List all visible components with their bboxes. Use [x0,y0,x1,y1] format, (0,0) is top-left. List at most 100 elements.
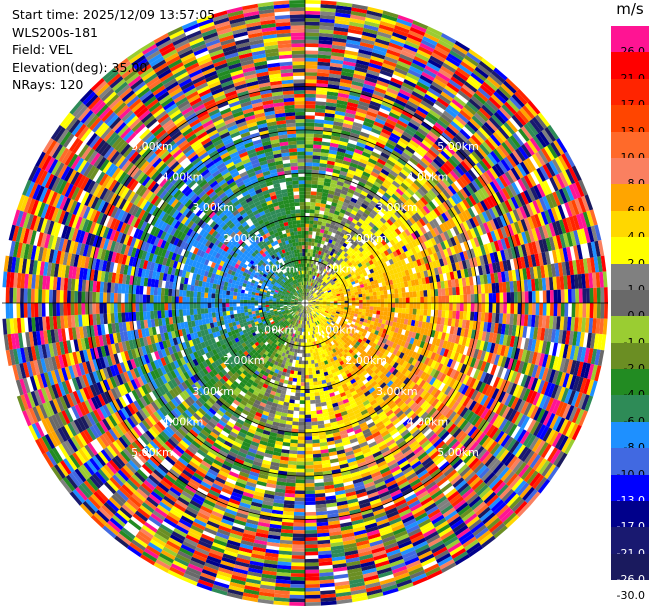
gate [305,591,321,596]
gate [319,18,335,24]
gate [311,169,319,174]
gate [402,303,406,309]
gate [378,134,389,143]
gate [496,366,504,378]
gate [431,52,446,63]
gate [463,303,468,312]
gate [308,374,313,379]
gate [416,49,432,59]
gate [370,171,379,179]
gate [344,50,359,57]
gate [470,285,475,295]
gate [305,191,311,195]
gate [321,192,329,198]
gate [314,284,317,288]
gate [341,217,348,223]
gate [305,43,319,48]
gate [334,16,351,22]
gate [320,251,325,256]
gate [454,70,469,82]
gate [305,82,317,87]
gate [328,76,341,83]
gate [458,64,473,76]
gate [341,229,347,235]
gate [325,253,330,259]
gate [318,270,322,275]
gate [408,313,413,320]
gate [301,364,305,368]
gate [377,303,381,307]
gate [373,303,378,307]
gate [398,57,413,66]
gate [328,186,336,192]
gate [300,389,305,394]
gate [428,109,441,120]
gate [391,193,400,202]
gate [311,286,315,291]
gate [334,161,343,168]
gate [452,295,457,303]
gate [379,69,393,78]
gate [354,171,363,178]
gate [378,155,388,163]
gate [312,287,316,292]
gate [366,10,383,18]
gate [420,157,431,167]
gate [462,57,477,70]
gate [289,446,298,451]
gate [348,305,352,308]
gate [305,468,314,473]
gate [299,396,305,401]
gate [332,124,343,131]
gate [460,60,475,73]
gate [305,54,319,59]
gate [311,260,314,265]
gate [336,181,345,187]
gate [383,145,394,154]
gate [377,27,394,36]
gate [320,280,325,285]
gate [316,83,328,88]
gate [474,293,479,303]
gate [360,215,367,222]
gate [315,90,328,95]
gate [424,93,437,104]
gate [467,294,471,303]
gate [343,252,349,258]
gate [293,511,305,516]
gate [406,124,417,134]
gate [357,235,363,242]
gate [305,21,320,26]
gate [310,414,318,419]
gate [305,522,317,527]
gate [306,263,310,268]
gate [354,187,363,194]
gate [513,291,518,303]
gate [382,125,394,133]
gate [305,18,320,23]
gate [306,288,308,293]
gate [319,14,336,20]
gate [445,126,458,137]
gate [406,100,419,110]
gate [395,123,406,132]
gate [311,176,319,182]
gate [337,177,346,183]
gate [313,268,317,273]
gate [309,294,313,298]
gate [305,57,318,62]
gate [337,215,344,221]
gate [383,290,388,295]
gate [341,250,346,256]
gate [393,101,405,111]
gate [287,409,294,415]
gate [311,173,319,178]
gate [314,482,325,487]
gate [398,137,410,146]
gate [402,131,414,140]
gate [363,184,372,191]
gate [289,591,305,596]
gate [369,309,374,314]
gate [322,218,328,223]
gate [351,305,356,309]
